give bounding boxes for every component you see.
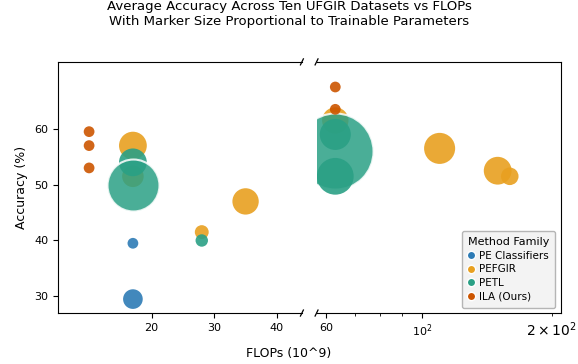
Point — [128, 182, 138, 187]
Point — [128, 296, 138, 302]
Point — [197, 238, 206, 244]
Point — [84, 143, 94, 149]
Point — [331, 131, 340, 137]
Point — [241, 198, 250, 204]
Text: Average Accuracy Across Ten UFGIR Datasets vs FLOPs
With Marker Size Proportiona: Average Accuracy Across Ten UFGIR Datase… — [106, 0, 472, 28]
Point — [435, 146, 444, 151]
Legend: PE Classifiers, PEFGIR, PETL, ILA (Ours): PE Classifiers, PEFGIR, PETL, ILA (Ours) — [462, 231, 555, 308]
Point — [331, 106, 340, 112]
Point — [331, 118, 340, 123]
Y-axis label: Accuracy (%): Accuracy (%) — [16, 146, 28, 229]
Text: FLOPs (10^9): FLOPs (10^9) — [246, 347, 332, 360]
Point — [505, 173, 514, 179]
Point — [331, 173, 340, 179]
Point — [84, 129, 94, 135]
Point — [128, 240, 138, 246]
Point — [84, 165, 94, 171]
Point — [331, 148, 340, 154]
Point — [197, 229, 206, 235]
Point — [128, 173, 138, 179]
Point — [331, 84, 340, 90]
Point — [128, 159, 138, 165]
Point — [493, 168, 502, 174]
Point — [128, 143, 138, 149]
